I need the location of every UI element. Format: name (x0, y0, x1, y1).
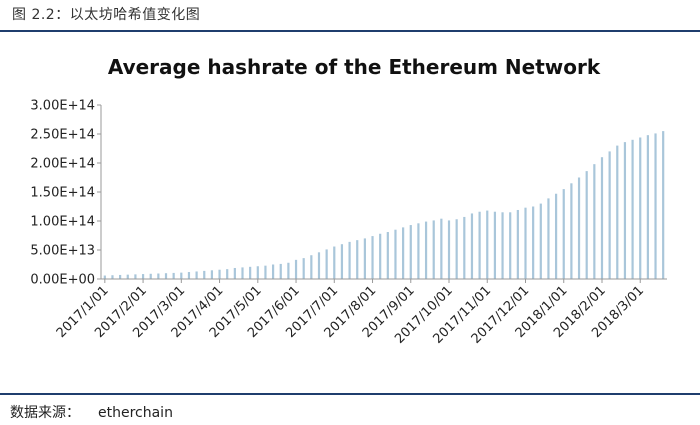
hashrate-bar (264, 265, 267, 279)
hashrate-bar (111, 275, 114, 279)
hashrate-bar (164, 273, 168, 279)
source-label: 数据来源： (10, 405, 80, 421)
hashrate-bar (501, 212, 504, 279)
hashrate-bar (218, 269, 221, 279)
hashrate-bar (325, 249, 328, 279)
hashrate-bar (547, 198, 550, 279)
hashrate-bar (226, 269, 229, 279)
y-tick-label: 1.50E+14 (30, 186, 95, 201)
source-line: 数据来源： etherchain (10, 402, 173, 422)
hashrate-bar (157, 273, 160, 279)
hashrate-bar (187, 272, 191, 279)
hashrate-bar (348, 241, 351, 279)
hashrate-bar (593, 164, 596, 279)
hashrate-bar (463, 216, 466, 279)
hashrate-bar (639, 137, 642, 279)
hashrate-bar (233, 267, 236, 279)
hashrate-bar (577, 177, 581, 279)
hashrate-bar (241, 267, 244, 279)
hashrate-bar (532, 206, 535, 279)
hashrate-bar (402, 227, 405, 279)
hashrate-bar (524, 207, 527, 279)
y-tick-label: 0.00E+00 (30, 273, 95, 288)
hashrate-bar (333, 246, 336, 279)
hashrate-bar (195, 271, 198, 279)
y-tick-label: 1.00E+14 (30, 215, 95, 230)
hashrate-bar (623, 142, 627, 279)
hashrate-bar (180, 272, 183, 279)
hashrate-bar (440, 218, 443, 279)
chart-title: Average hashrate of the Ethereum Network (108, 55, 601, 79)
hashrate-bar (631, 139, 634, 279)
hashrate-bar (141, 274, 145, 279)
hashrate-bar (646, 135, 649, 279)
hashrate-bar (616, 145, 619, 279)
hashrate-bar (478, 211, 481, 279)
hashrate-bar (509, 212, 512, 279)
hashrate-bar (149, 273, 152, 279)
hashrate-bar (356, 240, 359, 279)
hashrate-bar (662, 131, 665, 279)
hashrate-bar (363, 238, 366, 279)
hashrate-bar (570, 183, 573, 279)
hashrate-bar (516, 209, 519, 279)
source-value: etherchain (98, 405, 173, 421)
hashrate-bar (249, 266, 252, 279)
hashrate-bar (585, 171, 588, 279)
hashrate-bar (470, 213, 474, 279)
hashrate-bar (172, 272, 175, 279)
hashrate-bar (608, 151, 611, 279)
y-tick-label: 3.00E+14 (30, 99, 95, 114)
hashrate-bar (256, 266, 259, 279)
hashrate-bar (302, 258, 305, 279)
hashrate-bar (126, 274, 129, 279)
hashrate-bar (119, 274, 122, 279)
hashrate-bar (554, 193, 558, 279)
hashrate-bar (447, 220, 451, 279)
figure-caption: 图 2.2：以太坊哈希值变化图 (12, 7, 201, 23)
hashrate-bar (287, 262, 290, 279)
hashrate-bar (600, 157, 604, 279)
hashrate-bar (317, 252, 321, 279)
y-tick-label: 5.00E+13 (30, 244, 95, 259)
bottom-divider (0, 393, 700, 395)
hashrate-bar (394, 229, 397, 279)
hashrate-bar (539, 203, 542, 279)
hashrate-bar (386, 232, 389, 279)
hashrate-bar (379, 233, 382, 279)
hashrate-bar (371, 236, 374, 279)
hashrate-bar (210, 270, 214, 279)
hashrate-bar (486, 210, 489, 279)
hashrate-bar (134, 274, 137, 279)
hashrate-bar (294, 259, 298, 279)
hashrate-bar (340, 244, 344, 279)
hashrate-bar (279, 263, 282, 279)
hashrate-bar-chart: Average hashrate of the Ethereum Network… (30, 55, 667, 347)
hashrate-bar (203, 270, 206, 279)
hashrate-bar (654, 133, 657, 279)
y-axis: 0.00E+00 5.00E+13 1.00E+14 1.50E+14 2.00E+14… (30, 99, 102, 288)
hashrate-bar (455, 219, 458, 279)
hashrate-bar (562, 189, 565, 279)
hashrate-bar (310, 255, 313, 279)
hashrate-bar (103, 275, 106, 279)
top-divider (0, 30, 700, 32)
hashrate-bar (271, 264, 275, 279)
hashrate-bar (417, 223, 420, 279)
y-tick-label: 2.00E+14 (30, 157, 95, 172)
bars-layer (103, 131, 665, 279)
hashrate-bar (409, 225, 412, 279)
hashrate-bar (432, 220, 435, 279)
hashrate-bar (493, 211, 497, 279)
x-axis: 2017/1/012017/2/012017/3/012017/4/012017… (54, 278, 667, 347)
hashrate-bar (424, 221, 428, 279)
y-tick-label: 2.50E+14 (30, 128, 95, 143)
